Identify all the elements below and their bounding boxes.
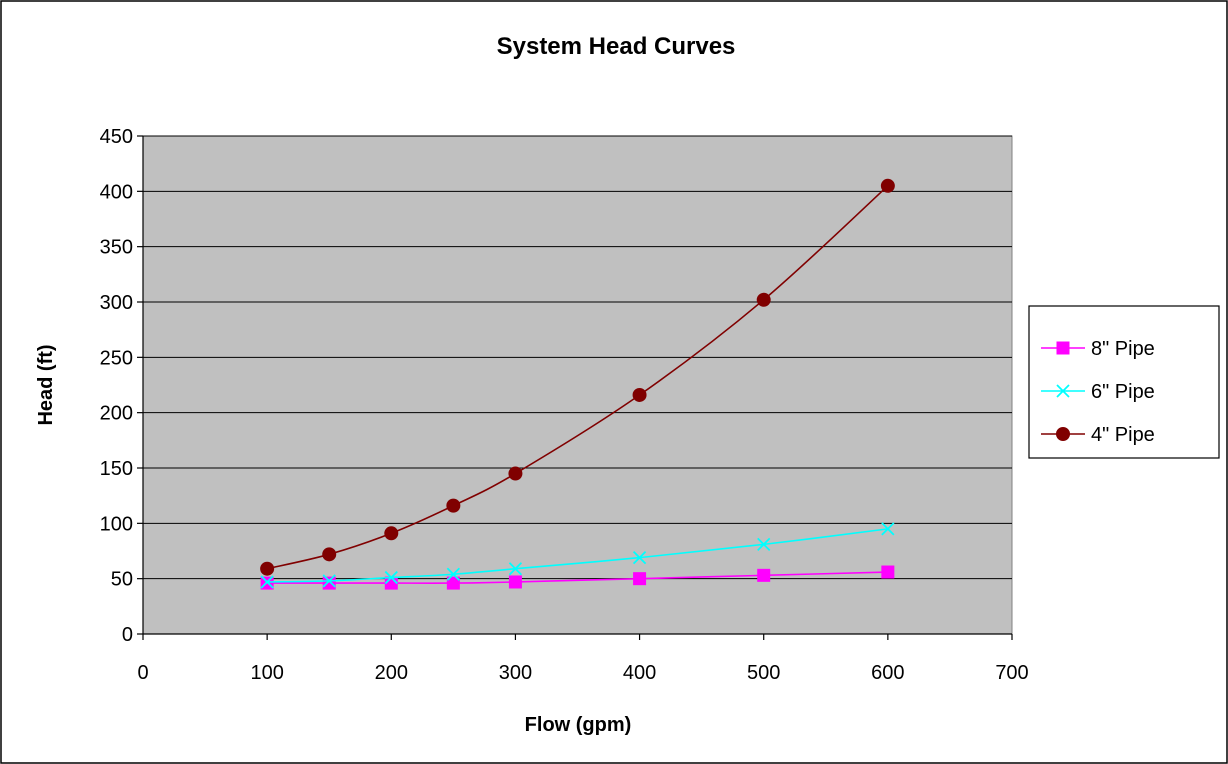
data-point [508, 466, 523, 481]
data-point [260, 561, 275, 576]
data-point [632, 551, 647, 565]
axes: 0 50 100 150 200 250 300 350 400 450 0 100 200 300 400… [100, 126, 1029, 684]
data-point [322, 547, 337, 562]
data-point [633, 572, 647, 586]
data-point [384, 570, 398, 585]
series-2 [260, 178, 895, 576]
data-point [322, 576, 336, 590]
data-point [757, 568, 771, 582]
y-tick-label: 150 [100, 458, 133, 480]
y-tick-label: 0 [122, 624, 133, 646]
data-point [881, 522, 895, 536]
y-tick-label: 350 [100, 237, 133, 259]
data-point [322, 574, 336, 588]
chart-title: System Head Curves [497, 33, 736, 60]
legend-marker [1056, 341, 1070, 355]
x-tick-label: 100 [250, 662, 283, 684]
data-point [881, 565, 895, 579]
data-point [260, 575, 274, 589]
data-point [446, 567, 460, 581]
x-tick-label: 500 [747, 662, 780, 684]
data-point [757, 537, 771, 551]
legend-label: 8" Pipe [1091, 338, 1155, 360]
x-tick-label: 200 [375, 662, 408, 684]
data-point [880, 178, 895, 193]
data-point [508, 575, 522, 589]
legend-label: 4" Pipe [1091, 424, 1155, 446]
data-point [632, 387, 647, 402]
data-point [384, 526, 399, 541]
legend-marker [1056, 427, 1070, 441]
x-tick-label: 300 [499, 662, 532, 684]
y-tick-label: 50 [111, 569, 133, 591]
x-tick-label: 600 [871, 662, 904, 684]
data-point [756, 292, 771, 307]
legend: 8" Pipe 6" Pipe 4" Pipe [1028, 305, 1220, 459]
y-axis-title: Head (ft) [35, 344, 57, 425]
legend-item: 8" Pipe [1041, 338, 1155, 360]
x-tick-label: 400 [623, 662, 656, 684]
series-layer [260, 178, 895, 590]
legend-label: 6" Pipe [1091, 381, 1155, 403]
data-point [446, 576, 460, 590]
y-tick-label: 300 [100, 292, 133, 314]
y-tick-label: 450 [100, 126, 133, 148]
legend-item: 4" Pipe [1041, 424, 1155, 446]
y-tick-label: 400 [100, 181, 133, 203]
data-point [508, 562, 523, 576]
plot-area [142, 135, 1013, 635]
gridlines [143, 135, 1012, 580]
x-tick-label: 700 [995, 662, 1028, 684]
y-tick-label: 200 [100, 403, 133, 425]
legend-marker [1056, 384, 1070, 398]
x-tick-label: 0 [137, 662, 148, 684]
legend-item: 6" Pipe [1041, 381, 1155, 403]
y-tick-label: 100 [100, 513, 133, 535]
y-tick-label: 250 [100, 347, 133, 369]
data-point [446, 498, 461, 513]
data-point [384, 576, 398, 590]
series-1 [260, 522, 895, 589]
x-axis-title: Flow (gpm) [525, 714, 632, 736]
